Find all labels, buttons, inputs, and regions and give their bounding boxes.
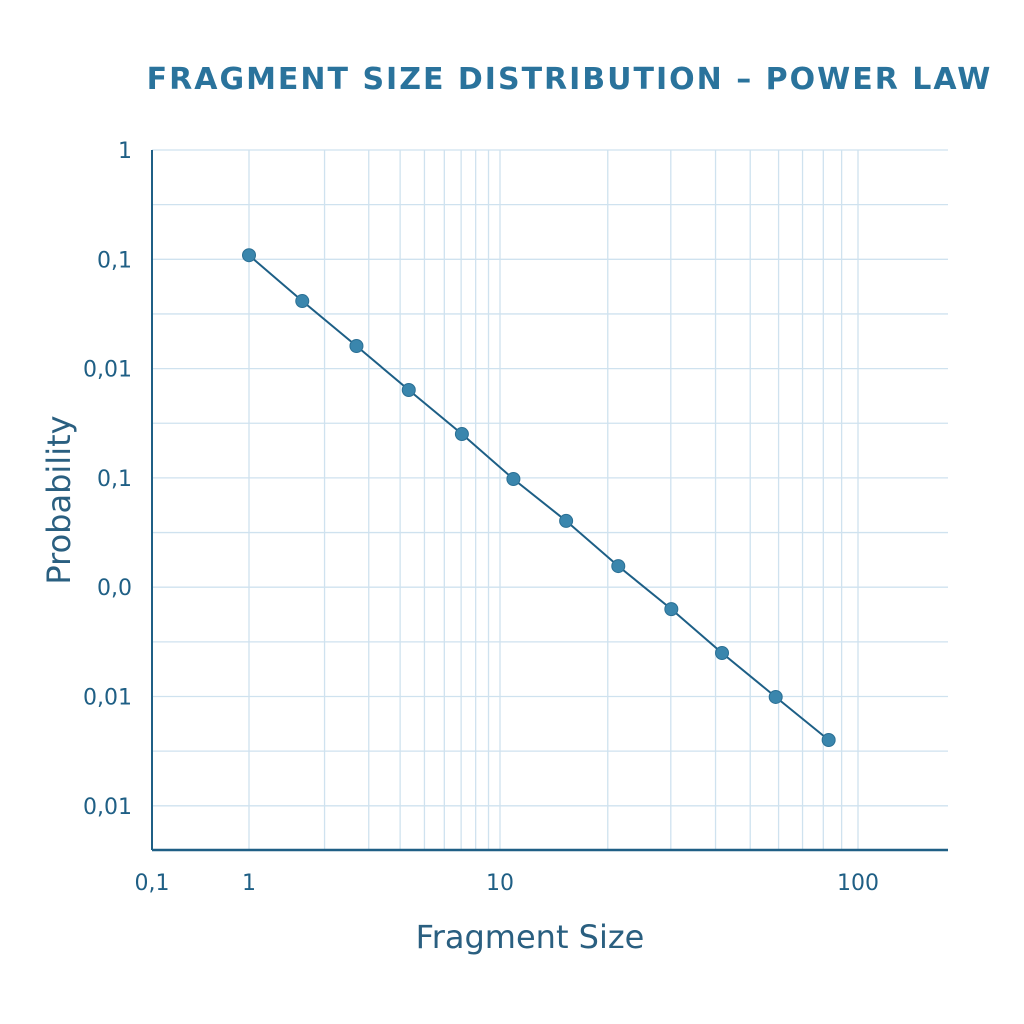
data-point	[611, 559, 626, 574]
tick-labels: 0,1 1 10 100 1 0,1 0,01 0,1 0,0 0,01 0,01	[83, 139, 879, 896]
y-tick-label: 0,0	[97, 576, 132, 601]
x-tick-label: 1	[242, 871, 256, 896]
data-point	[664, 602, 679, 617]
data-point	[506, 472, 521, 487]
y-tick-label: 0,1	[97, 248, 132, 273]
axes	[151, 150, 948, 852]
data-point	[295, 294, 310, 309]
x-axis-label: Fragment Size	[416, 918, 645, 956]
data-point	[768, 689, 783, 704]
x-tick-label: 0,1	[135, 871, 170, 896]
x-tick-label: 10	[486, 871, 514, 896]
data-point	[401, 383, 416, 398]
data-point	[454, 427, 469, 442]
x-tick-label: 100	[837, 871, 879, 896]
data-point	[821, 732, 836, 747]
y-tick-label: 1	[118, 139, 132, 164]
series	[242, 248, 836, 747]
y-tick-label: 0,01	[83, 686, 132, 711]
chart-title: FRAGMENT SIZE DISTRIBUTION – POWER LAW	[146, 62, 993, 97]
y-axis-label: Probability	[40, 415, 78, 584]
data-point	[349, 338, 364, 353]
series-line	[248, 254, 830, 741]
y-tick-label: 0,01	[83, 358, 132, 383]
data-point	[559, 513, 574, 528]
y-tick-label: 0,1	[97, 467, 132, 492]
data-point	[715, 646, 730, 661]
y-tick-label: 0,01	[83, 795, 132, 820]
grid	[152, 149, 948, 850]
data-point	[242, 248, 256, 263]
